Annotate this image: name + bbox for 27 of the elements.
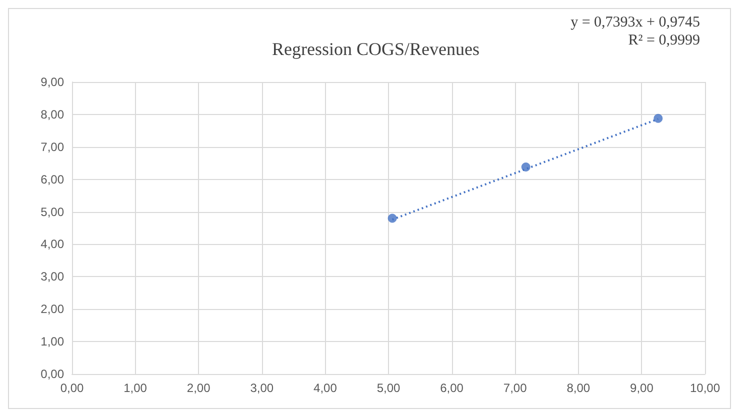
y-tick-label: 8,00 <box>40 107 64 122</box>
chart-title: Regression COGS/Revenues <box>272 39 480 59</box>
x-tick-label: 3,00 <box>250 381 274 395</box>
point <box>521 162 530 172</box>
x-tick-label: 1,00 <box>124 381 148 395</box>
y-tick-label: 7,00 <box>40 140 64 154</box>
y-tick-label: 9,00 <box>40 75 64 89</box>
point <box>388 214 397 223</box>
point <box>654 114 663 123</box>
y-tick-label: 0,00 <box>40 367 64 381</box>
y-tick-label: 2,00 <box>40 302 64 316</box>
x-tick-label: 0,00 <box>60 381 84 395</box>
text: y = 0,7393x + 0,9745 <box>570 14 700 30</box>
x-tick-label: 2,00 <box>186 381 211 395</box>
x-tick-label: 7,00 <box>503 381 528 395</box>
y-tick-label: 3,00 <box>40 270 64 284</box>
y-tick-label: 1,00 <box>40 334 64 349</box>
x-tick-label: 10,00 <box>690 381 720 395</box>
x-tick-label: 6,00 <box>440 381 464 395</box>
y-tick-label: 6,00 <box>40 172 64 186</box>
x-tick-label: 9,00 <box>630 381 654 395</box>
text: R² = 0,9999 <box>628 32 700 48</box>
y-tick-label: 4,00 <box>40 237 64 252</box>
x-tick-label: 5,00 <box>376 381 400 395</box>
x-tick-label: 8,00 <box>566 381 590 395</box>
x-tick-label: 4,00 <box>314 381 338 395</box>
y-tick-label: 5,00 <box>40 204 64 219</box>
